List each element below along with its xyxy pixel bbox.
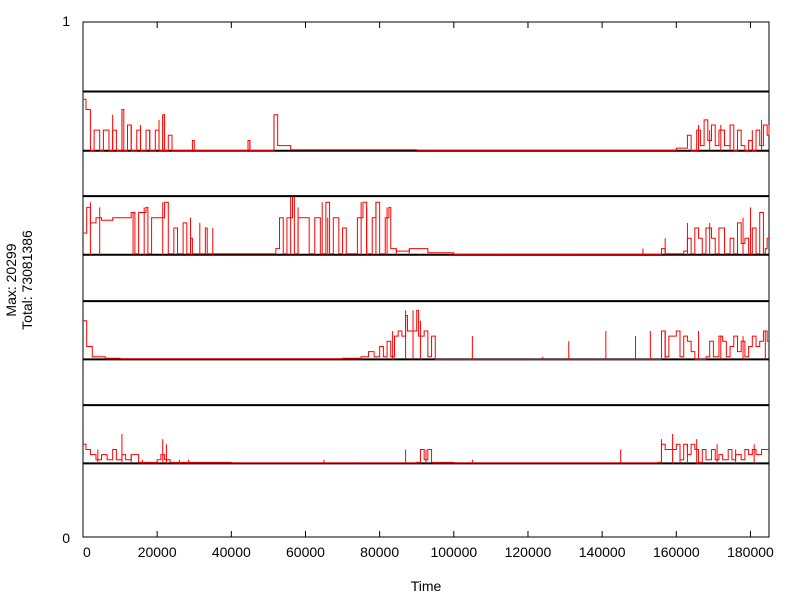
band-4-series	[83, 443, 769, 464]
x-axis-title: Time	[411, 578, 442, 594]
band-2-series	[83, 196, 769, 255]
x-tick-label: 0	[83, 544, 91, 560]
band-3-series	[83, 309, 769, 360]
x-tick-label: 140000	[579, 544, 626, 560]
y-axis-label-max: Max: 20299	[3, 243, 19, 316]
x-tick-label: 40000	[212, 544, 251, 560]
bands-group	[83, 90, 770, 465]
y-tick-top: 1	[62, 13, 70, 29]
y-axis-label-total: Total: 73081386	[19, 230, 35, 330]
y-tick-bottom: 0	[62, 530, 70, 546]
x-tick-label: 160000	[653, 544, 700, 560]
x-tick-label: 180000	[727, 544, 774, 560]
spikes-group	[89, 109, 766, 464]
x-ticks: 0 20000 40000 60000 80000 100000 120000 140000 1…	[82, 22, 774, 560]
x-tick-label: 60000	[286, 544, 325, 560]
x-tick-label: 20000	[138, 544, 177, 560]
x-tick-label: 100000	[430, 544, 477, 560]
x-tick-label: 80000	[360, 544, 399, 560]
x-tick-label: 120000	[505, 544, 552, 560]
